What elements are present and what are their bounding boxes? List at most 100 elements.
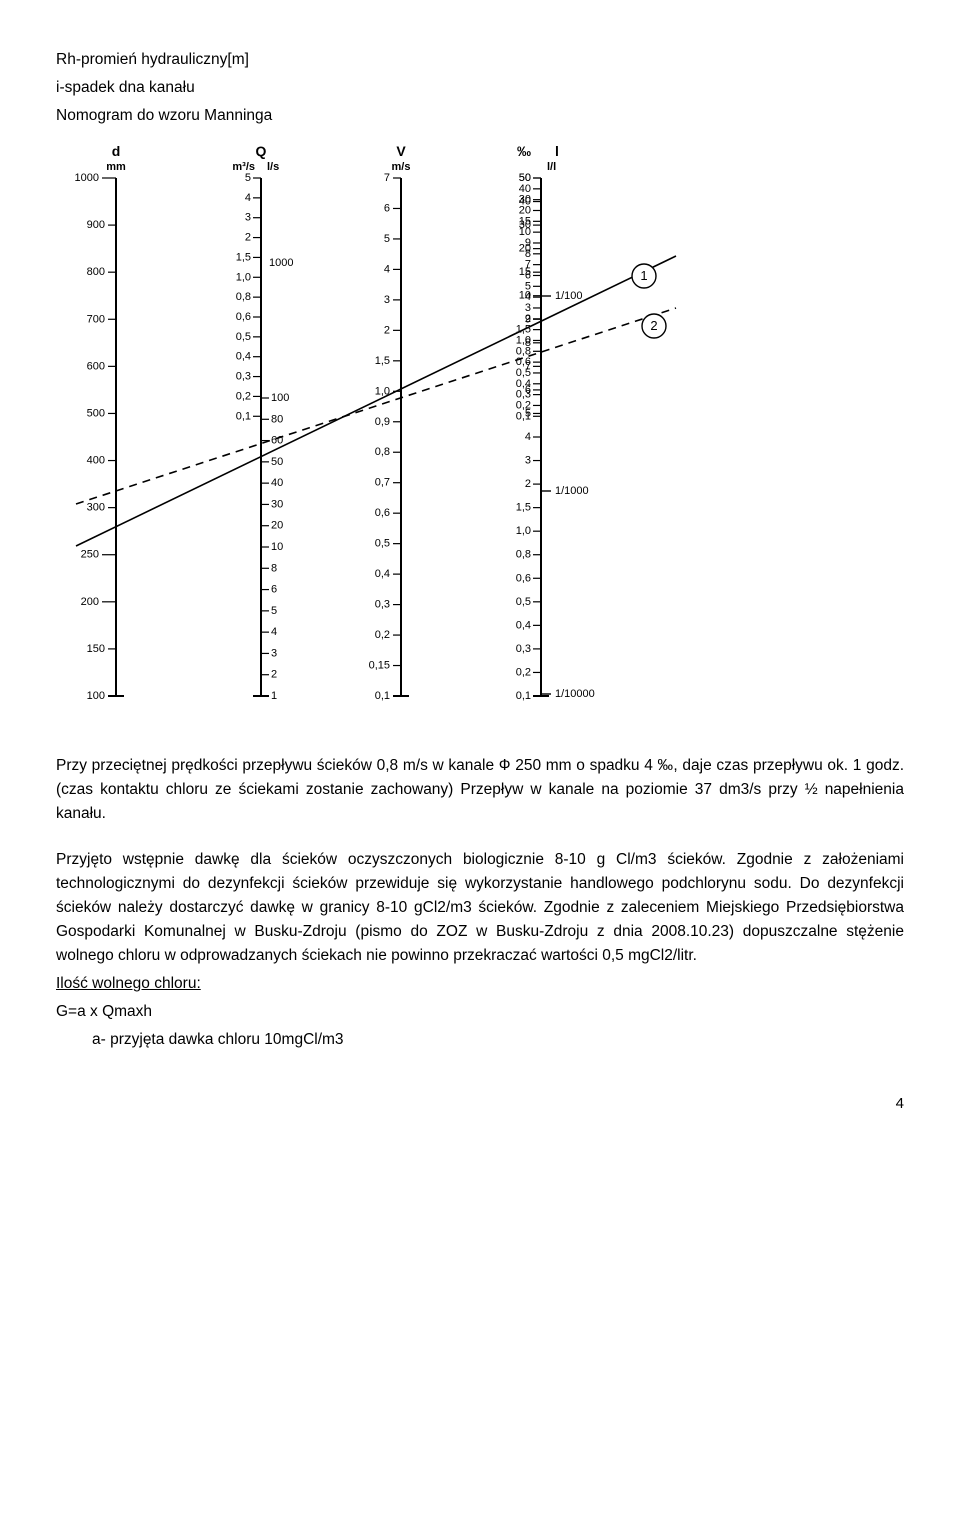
svg-text:30: 30 <box>519 219 531 231</box>
svg-text:0,8: 0,8 <box>375 446 390 458</box>
svg-text:50: 50 <box>271 456 283 468</box>
svg-text:0,9: 0,9 <box>375 416 390 428</box>
body-para-2: Przyjęto wstępnie dawkę dla ścieków oczy… <box>56 848 904 968</box>
svg-text:30: 30 <box>271 498 283 510</box>
svg-text:7: 7 <box>384 172 390 184</box>
svg-text:500: 500 <box>87 408 105 420</box>
svg-text:0,5: 0,5 <box>375 538 390 550</box>
svg-text:6: 6 <box>384 203 390 215</box>
svg-text:0,2: 0,2 <box>236 390 251 402</box>
svg-text:‰: ‰ <box>517 143 531 159</box>
svg-text:0,3: 0,3 <box>375 599 390 611</box>
svg-text:700: 700 <box>87 313 105 325</box>
svg-text:l: l <box>555 143 559 159</box>
svg-text:250: 250 <box>81 549 99 561</box>
svg-text:6: 6 <box>525 384 531 396</box>
svg-text:0,2: 0,2 <box>375 629 390 641</box>
svg-text:0,2: 0,2 <box>516 667 531 679</box>
svg-text:3: 3 <box>245 212 251 224</box>
svg-text:0,6: 0,6 <box>375 507 390 519</box>
svg-text:2: 2 <box>245 232 251 244</box>
svg-text:0,4: 0,4 <box>516 619 531 631</box>
svg-text:1,5: 1,5 <box>375 355 390 367</box>
svg-text:Q: Q <box>256 143 267 159</box>
svg-text:600: 600 <box>87 360 105 372</box>
svg-text:100: 100 <box>87 690 105 702</box>
svg-text:l/s: l/s <box>267 161 279 173</box>
svg-text:3: 3 <box>525 455 531 467</box>
svg-text:0,1: 0,1 <box>516 690 531 702</box>
svg-text:800: 800 <box>87 266 105 278</box>
svg-text:0,6: 0,6 <box>516 572 531 584</box>
formula-def-a: a- przyjęta dawka chloru 10mgCl/m3 <box>56 1028 904 1052</box>
svg-text:150: 150 <box>87 643 105 655</box>
header-line-3: Nomogram do wzoru Manninga <box>56 104 904 128</box>
svg-text:1,0: 1,0 <box>236 271 251 283</box>
svg-text:1: 1 <box>271 690 277 702</box>
svg-text:300: 300 <box>87 502 105 514</box>
body-para-3: Ilość wolnego chloru: <box>56 972 904 996</box>
svg-text:1/100: 1/100 <box>555 290 583 302</box>
svg-text:m/s: m/s <box>392 161 411 173</box>
svg-text:1000: 1000 <box>269 257 293 269</box>
svg-text:1/10000: 1/10000 <box>555 688 595 700</box>
svg-text:0,8: 0,8 <box>236 291 251 303</box>
free-chlorine-label: Ilość wolnego chloru: <box>56 975 201 992</box>
svg-text:mm: mm <box>106 161 126 173</box>
svg-text:0,5: 0,5 <box>516 596 531 608</box>
svg-text:1,0: 1,0 <box>516 525 531 537</box>
svg-text:0,6: 0,6 <box>236 311 251 323</box>
svg-text:2: 2 <box>271 669 277 681</box>
svg-text:5: 5 <box>384 233 390 245</box>
svg-text:5: 5 <box>271 605 277 617</box>
svg-text:400: 400 <box>87 455 105 467</box>
svg-text:4: 4 <box>245 192 251 204</box>
body-para-1: Przy przeciętnej prędkości przepływu ści… <box>56 754 904 826</box>
svg-text:5: 5 <box>245 172 251 184</box>
svg-text:40: 40 <box>519 196 531 208</box>
svg-text:0,4: 0,4 <box>375 568 390 580</box>
svg-text:8: 8 <box>525 337 531 349</box>
svg-text:15: 15 <box>519 266 531 278</box>
svg-text:7: 7 <box>525 360 531 372</box>
svg-text:1000: 1000 <box>75 172 99 184</box>
svg-text:0,3: 0,3 <box>236 371 251 383</box>
svg-text:4: 4 <box>271 626 277 638</box>
formula-line: G=a x Qmaxh <box>56 1000 904 1024</box>
svg-text:10: 10 <box>271 541 283 553</box>
svg-text:5: 5 <box>525 408 531 420</box>
nomogram-svg: dmm1000900800700600500400300250200150100… <box>56 136 696 736</box>
svg-text:V: V <box>396 143 406 159</box>
svg-text:40: 40 <box>271 477 283 489</box>
svg-text:4: 4 <box>384 263 390 275</box>
svg-text:d: d <box>112 143 121 159</box>
svg-text:m³/s: m³/s <box>232 161 255 173</box>
svg-text:0,4: 0,4 <box>236 351 251 363</box>
svg-text:1/1000: 1/1000 <box>555 485 589 497</box>
svg-text:0,3: 0,3 <box>516 643 531 655</box>
svg-text:50: 50 <box>519 172 531 184</box>
svg-text:10: 10 <box>519 290 531 302</box>
svg-text:3: 3 <box>271 647 277 659</box>
header-line-2: i-spadek dna kanału <box>56 76 904 100</box>
header-line-1: Rh-promień hydrauliczny[m] <box>56 48 904 72</box>
svg-text:20: 20 <box>271 520 283 532</box>
svg-text:4: 4 <box>525 431 531 443</box>
page-number: 4 <box>56 1092 904 1115</box>
svg-text:6: 6 <box>271 584 277 596</box>
svg-text:0,1: 0,1 <box>375 690 390 702</box>
svg-text:l/l: l/l <box>547 161 556 173</box>
svg-text:100: 100 <box>271 392 289 404</box>
svg-text:2: 2 <box>384 324 390 336</box>
svg-text:0,15: 0,15 <box>369 660 390 672</box>
svg-text:1: 1 <box>640 268 647 283</box>
svg-text:9: 9 <box>525 313 531 325</box>
nomogram-figure: dmm1000900800700600500400300250200150100… <box>56 136 904 736</box>
svg-text:1,5: 1,5 <box>516 502 531 514</box>
svg-text:200: 200 <box>81 596 99 608</box>
svg-text:80: 80 <box>271 413 283 425</box>
svg-text:20: 20 <box>519 243 531 255</box>
svg-text:0,8: 0,8 <box>516 549 531 561</box>
svg-text:900: 900 <box>87 219 105 231</box>
svg-text:2: 2 <box>650 318 657 333</box>
